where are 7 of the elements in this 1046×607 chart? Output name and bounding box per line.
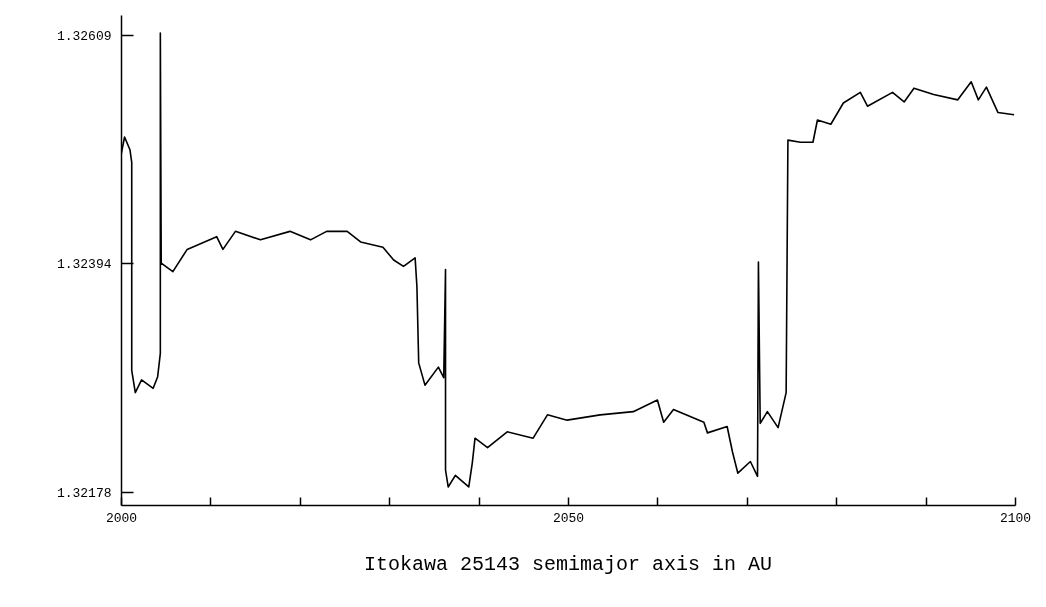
y-tick-label: 1.32609 [56, 28, 112, 44]
x-tick-label: 2000 [105, 510, 138, 526]
y-tick-label: 1.32394 [56, 256, 112, 272]
x-tick-label: 2050 [552, 510, 585, 526]
y-tick-label: 1.32178 [56, 485, 112, 501]
text: Itokawa 25143 semimajor axis in AU [363, 553, 773, 576]
x-tick-label: 2100 [999, 510, 1032, 526]
